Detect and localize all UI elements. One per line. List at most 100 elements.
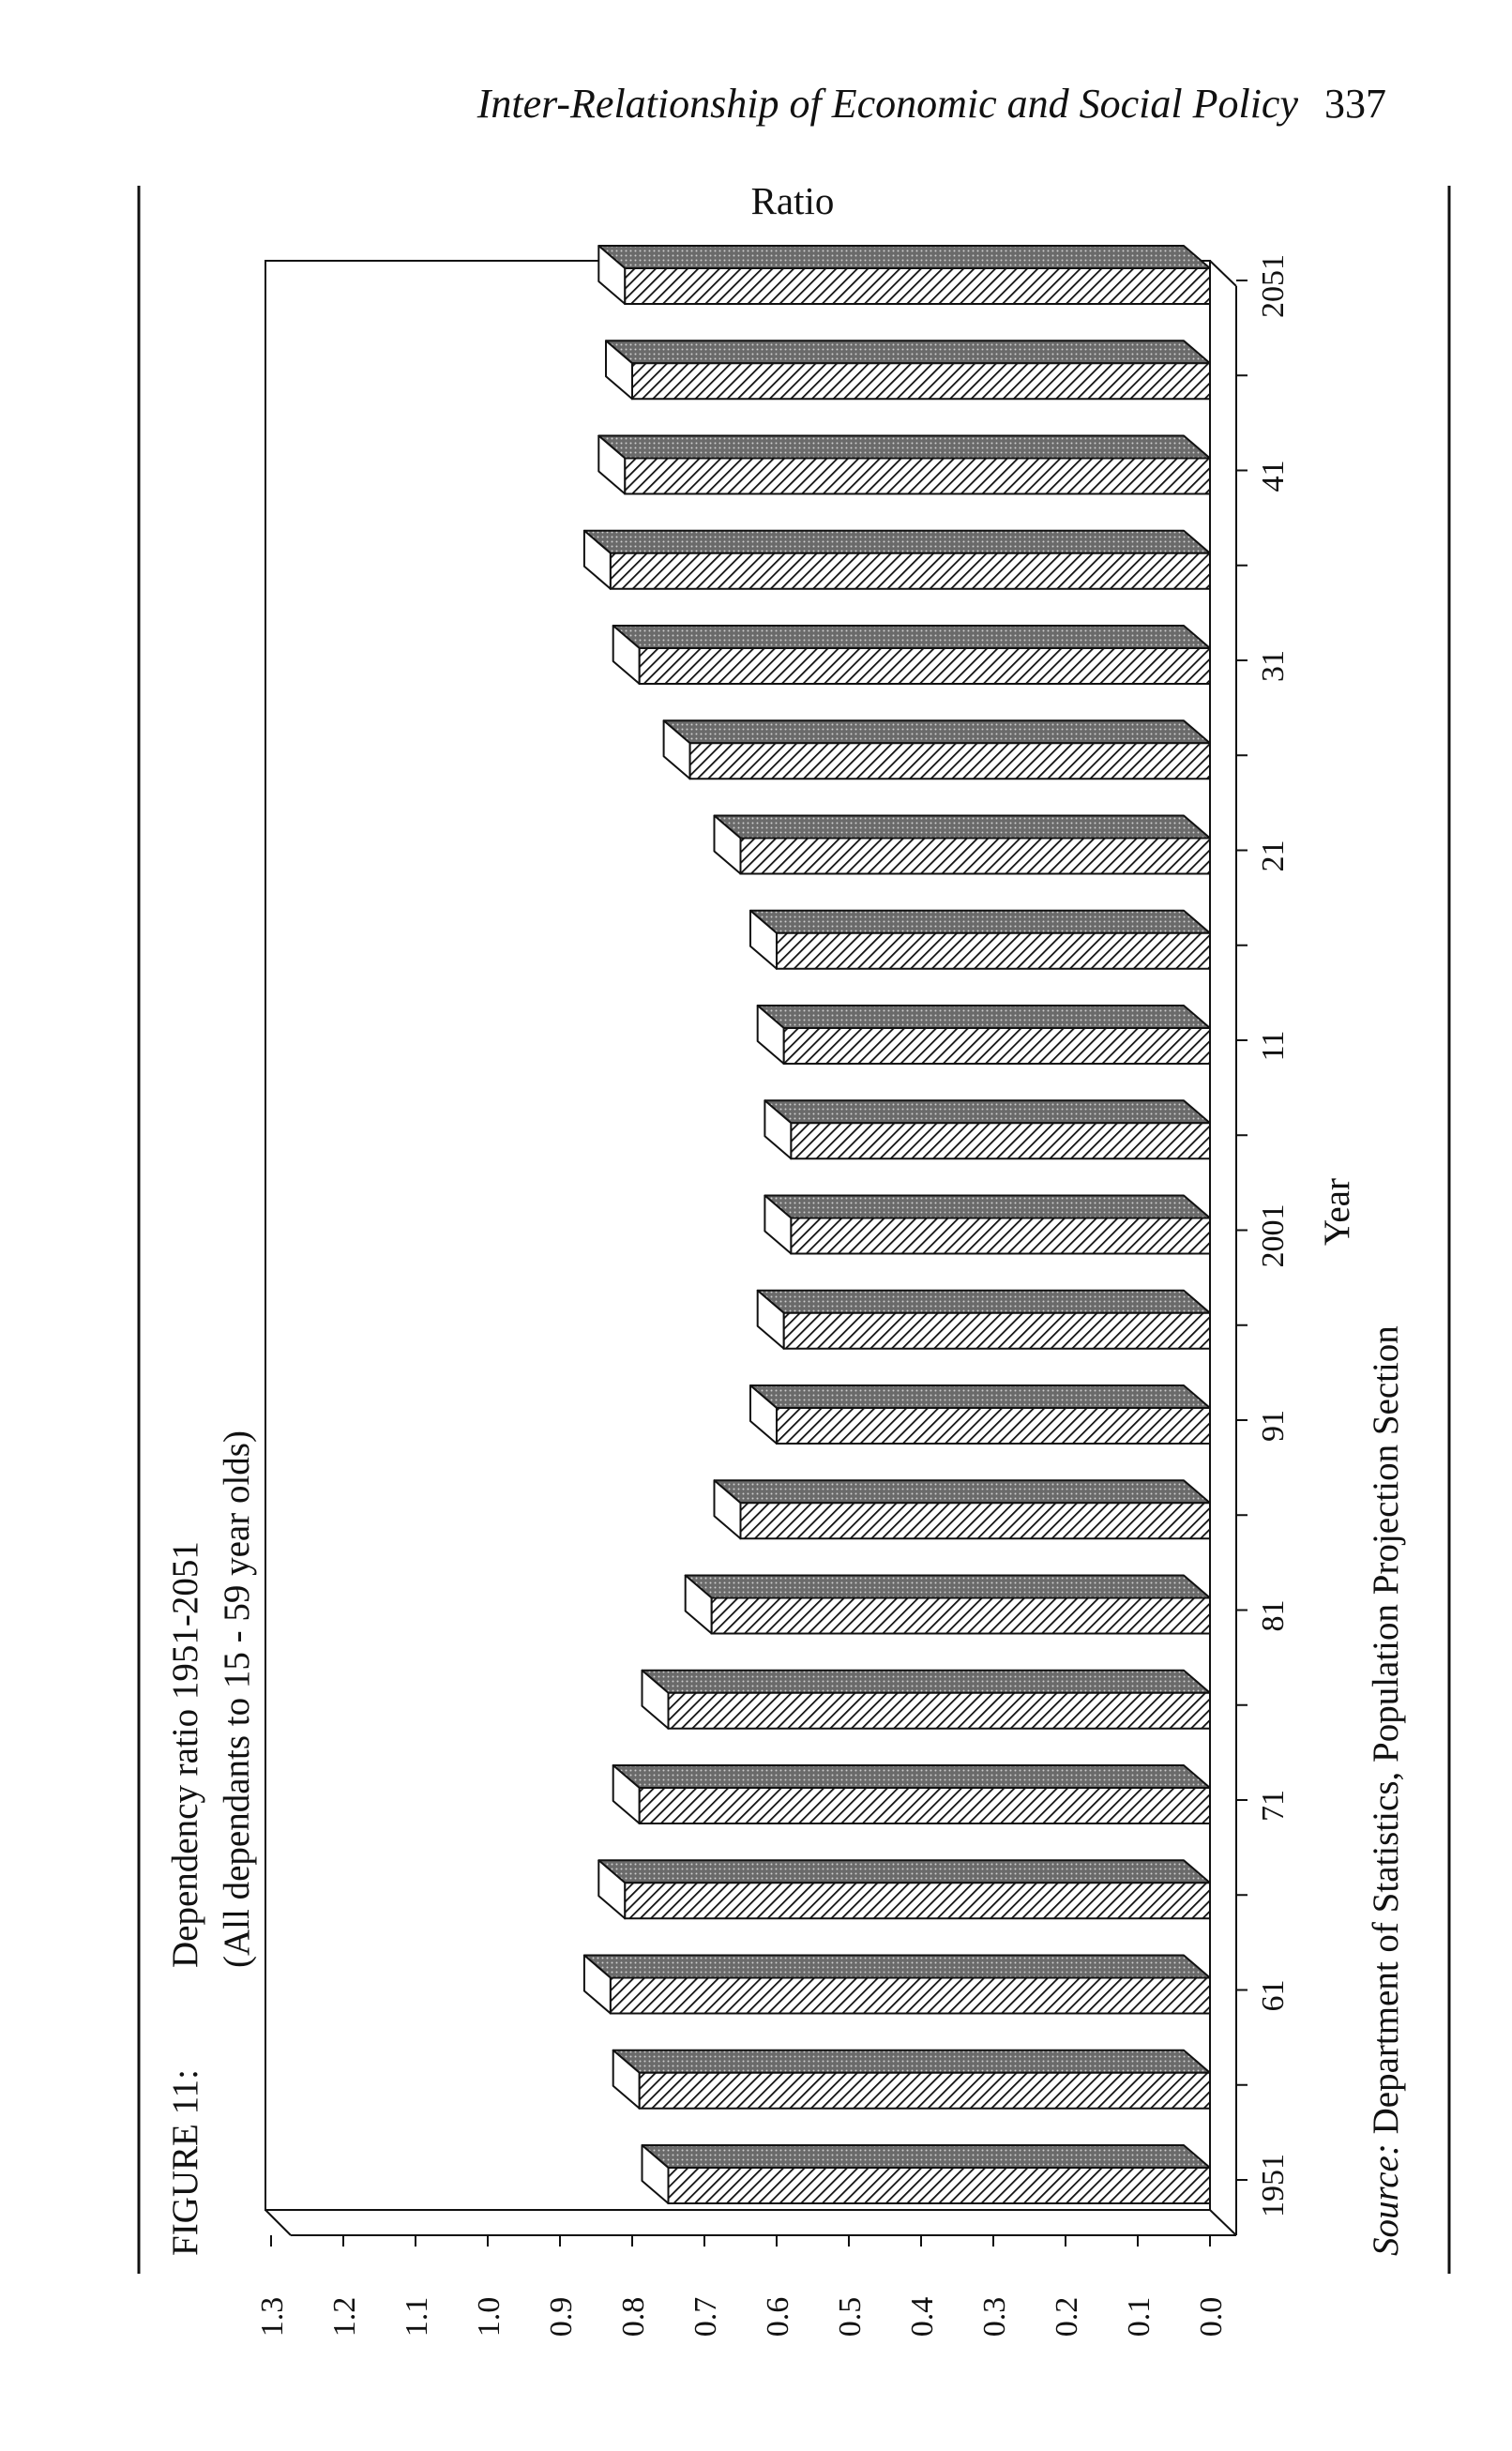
bar-front-face bbox=[710, 1596, 1211, 1635]
figure-number: FIGURE 11: bbox=[165, 2069, 205, 2256]
bar-2041 bbox=[597, 434, 1211, 495]
bar-2026 bbox=[662, 719, 1211, 780]
bar-1976 bbox=[641, 1669, 1211, 1730]
category-tick-label: 2001 bbox=[1256, 1204, 1291, 1268]
bar-2016 bbox=[749, 909, 1211, 970]
category-tick-label: 1951 bbox=[1256, 2154, 1291, 2217]
category-tick-label: 61 bbox=[1256, 1980, 1291, 2012]
value-axis-title: Ratio bbox=[751, 179, 835, 222]
bar-top-face bbox=[684, 1574, 1211, 1599]
bar-top-face bbox=[749, 1384, 1211, 1409]
bar-2021 bbox=[713, 814, 1211, 875]
bar-1986 bbox=[713, 1479, 1211, 1540]
bar-1956 bbox=[612, 2049, 1211, 2110]
value-tick-label: 1.2 bbox=[327, 2297, 362, 2338]
bar-front-face bbox=[638, 1787, 1211, 1824]
corner-top-right bbox=[1209, 260, 1237, 287]
category-tick-label: 41 bbox=[1256, 461, 1291, 492]
bar-front-face bbox=[782, 1027, 1211, 1065]
bar-front-face bbox=[776, 1407, 1211, 1445]
value-tick-label: 1.0 bbox=[472, 2297, 507, 2338]
category-tick-label: 2051 bbox=[1256, 254, 1291, 318]
running-header: Inter-Relationship of Economic and Socia… bbox=[0, 80, 1386, 128]
bar-top-face bbox=[582, 529, 1211, 554]
bar-top-face bbox=[641, 1669, 1211, 1694]
figure-subtitle: (All dependants to 15 - 59 year olds) bbox=[217, 1430, 257, 1968]
running-header-title: Inter-Relationship of Economic and Socia… bbox=[476, 81, 1298, 127]
bar-2046 bbox=[605, 340, 1211, 401]
bar-front-face bbox=[609, 1976, 1211, 2015]
bar-2036 bbox=[582, 529, 1211, 590]
corner-bottom-left bbox=[265, 2209, 292, 2236]
bar-2051 bbox=[597, 245, 1211, 305]
value-axis: 0.0 0.1 0.2 0.3 0.4 0.5 0.6 0.7 0.8 0.9 1.0 1.1 1.2 1… bbox=[255, 2235, 1229, 2337]
bar-2031 bbox=[612, 625, 1211, 685]
bar-front-face bbox=[609, 552, 1211, 590]
bar-top-face bbox=[597, 245, 1211, 269]
value-tick-label: 0.5 bbox=[833, 2297, 868, 2338]
value-tick-label: 1.1 bbox=[400, 2297, 434, 2338]
value-tick-label: 0.3 bbox=[977, 2297, 1012, 2338]
value-tick-label: 0.4 bbox=[905, 2297, 940, 2338]
value-tick-label: 0.1 bbox=[1122, 2297, 1157, 2338]
category-tick-label: 71 bbox=[1256, 1790, 1291, 1822]
bar-top-face bbox=[713, 1479, 1211, 1505]
bar-2001 bbox=[764, 1194, 1212, 1255]
bar-front-face bbox=[631, 362, 1211, 401]
category-tick-label: 81 bbox=[1256, 1600, 1291, 1632]
bar-1951 bbox=[641, 2144, 1211, 2204]
category-tick-label: 21 bbox=[1256, 840, 1291, 872]
bar-front-face bbox=[688, 742, 1211, 780]
value-tick-label: 0.0 bbox=[1194, 2297, 1229, 2338]
category-axis: 1951 61 71 81 91 2001 11 21 31 41 2051 bbox=[1236, 254, 1291, 2217]
bar-top-face bbox=[612, 1764, 1211, 1789]
bar-top-face bbox=[597, 434, 1211, 460]
bar-1991 bbox=[749, 1384, 1211, 1445]
bar-front-face bbox=[667, 2167, 1211, 2204]
bar-front-face bbox=[638, 647, 1211, 685]
bar-front-face bbox=[790, 1217, 1212, 1255]
bar-front-face bbox=[739, 1502, 1211, 1540]
page-number: 337 bbox=[1324, 81, 1386, 127]
bars bbox=[582, 245, 1212, 2204]
bar-2006 bbox=[764, 1099, 1212, 1160]
bar-1961 bbox=[582, 1954, 1211, 2015]
bar-top-face bbox=[612, 625, 1211, 649]
category-axis-title: Year bbox=[1317, 1178, 1357, 1246]
bar-top-face bbox=[764, 1099, 1211, 1125]
bar-2011 bbox=[756, 1005, 1211, 1065]
bar-front-face bbox=[790, 1122, 1212, 1160]
bar-top-face bbox=[641, 2144, 1211, 2169]
bar-front-face bbox=[782, 1311, 1211, 1350]
value-tick-label: 0.6 bbox=[761, 2297, 795, 2338]
category-tick-label: 11 bbox=[1256, 1031, 1291, 1062]
corner-bottom-right bbox=[1209, 2209, 1237, 2236]
bar-front-face bbox=[624, 267, 1211, 305]
bar-top-face bbox=[764, 1194, 1211, 1219]
bar-front-face bbox=[638, 2071, 1211, 2110]
bar-top-face bbox=[612, 2049, 1211, 2074]
bar-front-face bbox=[667, 1691, 1211, 1730]
bar-1971 bbox=[612, 1764, 1211, 1824]
value-tick-label: 0.8 bbox=[616, 2297, 651, 2338]
bar-top-face bbox=[597, 1859, 1211, 1884]
bar-top-face bbox=[713, 814, 1211, 840]
value-tick-label: 0.7 bbox=[688, 2297, 723, 2338]
value-tick-label: 0.2 bbox=[1050, 2297, 1084, 2338]
bar-1996 bbox=[756, 1289, 1211, 1350]
bar-top-face bbox=[756, 1289, 1211, 1314]
value-tick-label: 0.9 bbox=[544, 2297, 579, 2338]
bar-1981 bbox=[684, 1574, 1211, 1635]
source-label: Source: bbox=[1366, 2143, 1406, 2256]
bar-top-face bbox=[582, 1954, 1211, 1979]
bar-top-face bbox=[662, 719, 1211, 745]
bar-front-face bbox=[624, 457, 1211, 495]
bar-top-face bbox=[605, 340, 1211, 365]
figure-title: Dependency ratio 1951-2051 bbox=[165, 1541, 205, 1968]
bar-top-face bbox=[749, 909, 1211, 934]
value-tick-label: 1.3 bbox=[255, 2297, 290, 2338]
bar-front-face bbox=[624, 1882, 1211, 1920]
source-text: Department of Statistics, Population Pro… bbox=[1366, 1325, 1406, 2134]
bar-front-face bbox=[739, 837, 1211, 875]
